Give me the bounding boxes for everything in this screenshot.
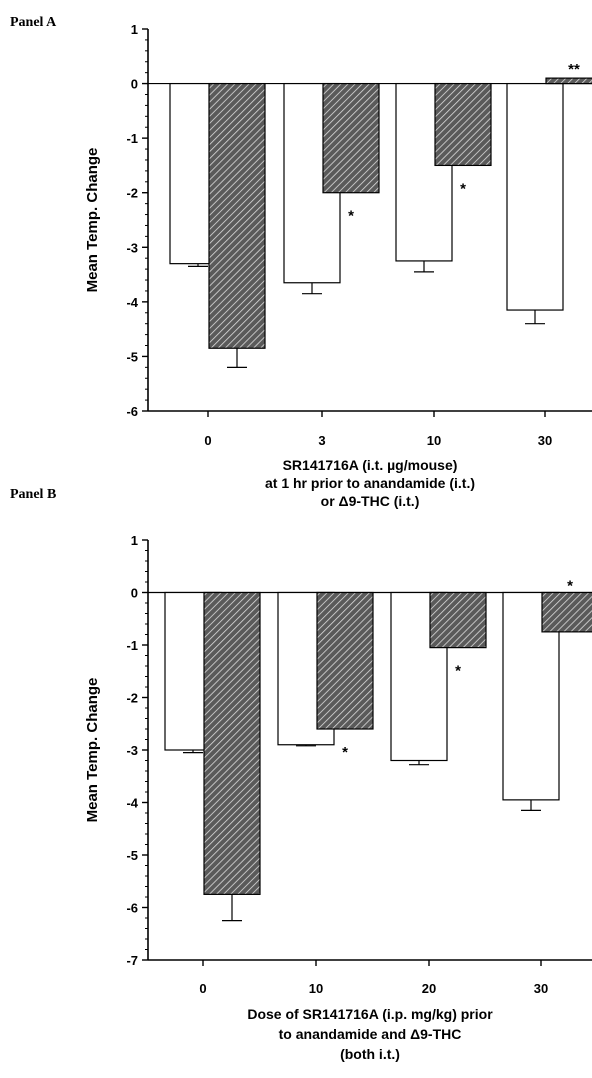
x-tick-label: 20 xyxy=(422,981,436,996)
y-tick-label: -2 xyxy=(126,186,138,201)
x-axis-caption-line: (both i.t.) xyxy=(340,1046,400,1062)
y-tick-label: -4 xyxy=(126,796,138,811)
hatched-bar xyxy=(322,82,380,194)
y-tick-label: -1 xyxy=(126,638,138,653)
panel-b-label: Panel B xyxy=(10,487,56,502)
hatched-bar xyxy=(208,82,266,349)
y-tick-label: -6 xyxy=(126,404,138,419)
y-tick-label: 0 xyxy=(131,77,138,92)
significance-marker: ** xyxy=(568,61,580,78)
significance-marker: * xyxy=(567,578,573,595)
y-axis-title: Mean Temp. Change xyxy=(84,148,101,293)
x-tick-label: 30 xyxy=(534,981,548,996)
hatched-bar xyxy=(203,591,261,895)
significance-marker: * xyxy=(455,663,461,680)
x-tick-label: 10 xyxy=(309,981,323,996)
y-tick-label: -1 xyxy=(126,131,138,146)
x-axis-caption-line: to anandamide and Δ9-THC xyxy=(279,1026,462,1042)
y-tick-label: -3 xyxy=(126,743,138,758)
x-tick-label: 0 xyxy=(199,981,206,996)
hatched-bar xyxy=(541,591,592,633)
y-tick-label: -6 xyxy=(126,901,138,916)
y-tick-label: -5 xyxy=(126,848,138,863)
significance-marker: * xyxy=(342,744,348,761)
hatched-bar xyxy=(429,591,487,649)
hatched-bar xyxy=(316,591,374,730)
x-axis-caption-line: SR141716A (i.t. µg/mouse) xyxy=(283,457,458,473)
x-tick-label: 10 xyxy=(427,433,441,448)
y-tick-label: 1 xyxy=(131,22,138,37)
panel-a-label: Panel A xyxy=(10,15,57,30)
significance-marker: * xyxy=(348,208,354,225)
x-axis-caption-line: Dose of SR141716A (i.p. mg/kg) prior xyxy=(247,1006,493,1022)
y-axis-title: Mean Temp. Change xyxy=(84,678,101,823)
y-tick-label: -4 xyxy=(126,295,138,310)
open-bar xyxy=(506,82,564,311)
y-tick-label: 0 xyxy=(131,586,138,601)
x-axis-caption-line: or Δ9-THC (i.t.) xyxy=(321,493,420,509)
y-tick-label: -7 xyxy=(126,953,138,968)
x-tick-label: 3 xyxy=(318,433,325,448)
x-tick-label: 0 xyxy=(204,433,211,448)
hatched-bar xyxy=(434,82,492,167)
y-tick-label: -3 xyxy=(126,240,138,255)
x-axis-caption-line: at 1 hr prior to anandamide (i.t.) xyxy=(265,475,475,491)
significance-marker: * xyxy=(460,180,466,197)
y-tick-label: -2 xyxy=(126,691,138,706)
x-tick-label: 30 xyxy=(538,433,552,448)
hatched-bar xyxy=(545,77,592,85)
y-tick-label: 1 xyxy=(131,533,138,548)
y-tick-label: -5 xyxy=(126,349,138,364)
